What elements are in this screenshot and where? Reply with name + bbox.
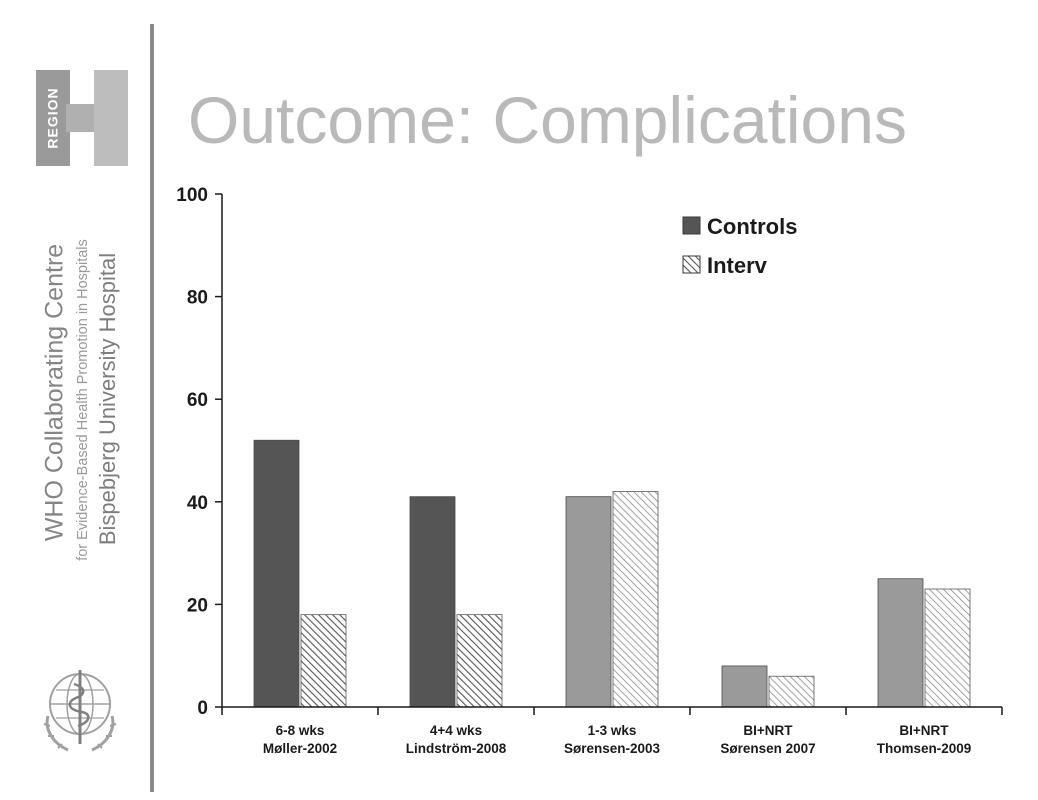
x-category-label: BI+NRT — [899, 723, 949, 738]
bar-interv — [456, 614, 503, 708]
bar-interv — [612, 491, 659, 708]
x-category-label: BI+NRT — [743, 723, 793, 738]
sidebar-divider — [150, 24, 154, 792]
x-category-label: 1-3 wks — [588, 723, 637, 738]
legend-swatch-controls — [682, 216, 701, 235]
legend: Controls Interv — [682, 214, 797, 278]
bar-controls — [877, 578, 924, 708]
y-tick-label: 20 — [187, 595, 208, 616]
legend-label-controls: Controls — [707, 214, 797, 239]
y-tick-label: 40 — [187, 493, 208, 514]
y-tick-label: 0 — [197, 698, 208, 719]
x-category-label: 6-8 wks — [276, 723, 325, 738]
bar-controls — [565, 496, 612, 708]
bar-interv — [300, 614, 347, 708]
legend-label-interv: Interv — [707, 253, 768, 278]
logo-h-crossbar — [66, 104, 98, 132]
x-axis: 6-8 wks Møller-2002 4+4 wks Lindström-2008 1… — [221, 706, 1003, 756]
slide-title: Outcome: Complications — [188, 83, 907, 157]
x-category-label: Lindström-2008 — [406, 741, 507, 756]
bars — [253, 439, 971, 708]
x-category-label: Møller-2002 — [263, 741, 337, 756]
bar-controls — [253, 439, 300, 708]
y-tick-label: 80 — [187, 288, 208, 309]
bar-controls — [409, 496, 456, 708]
logo-h-left-stem — [36, 70, 70, 166]
x-category-label: Sørensen-2003 — [564, 741, 661, 756]
y-axis: 0 20 40 60 80 100 — [176, 185, 223, 719]
x-category-label: Sørensen 2007 — [720, 741, 815, 756]
bar-controls — [721, 665, 768, 708]
x-category-label: Thomsen-2009 — [877, 741, 972, 756]
bar-interv — [924, 588, 971, 708]
x-category-label: 4+4 wks — [430, 723, 482, 738]
legend-swatch-interv — [682, 255, 701, 274]
y-tick-label: 100 — [176, 185, 208, 206]
region-h-logo: REGION — [36, 70, 128, 166]
logo-h-right-stem — [94, 70, 128, 166]
y-tick-label: 60 — [187, 390, 208, 411]
who-emblem-icon — [34, 664, 126, 756]
bar-interv — [768, 675, 815, 708]
